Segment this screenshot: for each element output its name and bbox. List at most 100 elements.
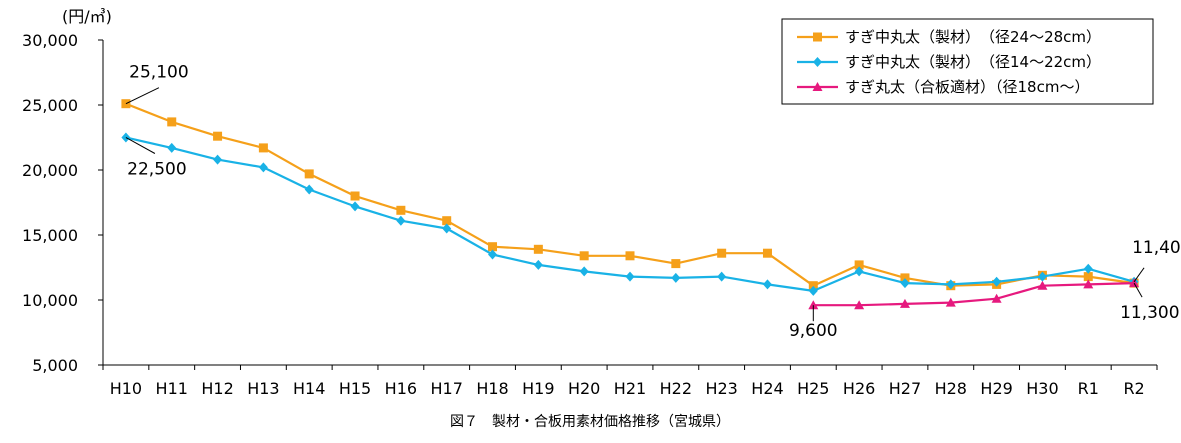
data-point: [1037, 280, 1048, 290]
data-point: [167, 117, 177, 127]
y-tick-label: 10,000: [22, 291, 78, 310]
data-point: [671, 272, 681, 283]
data-point: [808, 300, 819, 310]
data-point: [854, 300, 865, 310]
data-point: [808, 285, 818, 296]
data-point: [900, 278, 910, 289]
data-point: [945, 297, 956, 307]
callout-leader: [1133, 282, 1143, 298]
data-point: [579, 266, 589, 277]
y-axis-unit-label: (円/㎥): [62, 7, 112, 26]
data-point: [258, 143, 268, 153]
data-point: [854, 260, 864, 270]
data-point: [717, 271, 727, 282]
data-point: [488, 242, 498, 252]
x-tick-label: R2: [1123, 379, 1144, 398]
callout-label: 9,600: [789, 321, 838, 341]
data-point: [442, 216, 452, 226]
annotations: 25,100 22,500 9,600 11,400 11,300: [125, 63, 1181, 341]
data-point: [625, 271, 635, 282]
legend-label: すぎ中丸太（製材） （径14～22cm）: [845, 53, 1101, 71]
data-point: [258, 162, 268, 173]
legend-marker: [813, 57, 822, 67]
data-point: [167, 142, 177, 153]
x-tick-label: H12: [201, 379, 233, 398]
x-tick-label: R1: [1078, 379, 1099, 398]
x-tick-label: H21: [614, 379, 646, 398]
data-point: [304, 184, 314, 195]
data-point: [900, 273, 910, 283]
y-tick-label: 5,000: [32, 356, 78, 375]
series-2: [121, 132, 1139, 296]
data-point: [1083, 272, 1093, 282]
x-tick-label: H23: [705, 379, 737, 398]
x-tick-label: H16: [385, 379, 417, 398]
data-point: [625, 251, 635, 261]
x-tick-label: H13: [247, 379, 279, 398]
x-tick-label: H26: [843, 379, 875, 398]
data-point: [442, 223, 452, 234]
x-tick-label: H17: [431, 379, 463, 398]
callout-label: 11,400: [1132, 238, 1181, 258]
callout-leader: [125, 137, 156, 154]
y-tick-label: 20,000: [22, 161, 78, 180]
data-point: [671, 259, 681, 269]
data-point: [808, 281, 818, 291]
data-point: [533, 244, 543, 254]
x-tick-label: H18: [476, 379, 508, 398]
legend-marker: [812, 82, 823, 91]
x-tick-label: H10: [110, 379, 142, 398]
callout-label: 11,300: [1120, 303, 1179, 323]
data-point: [488, 249, 498, 260]
x-tick-label: H25: [797, 379, 829, 398]
data-point: [1037, 271, 1047, 282]
chart-caption: 図７ 製材・合板用素材価格推移（宮城県）: [450, 414, 730, 430]
legend-label: すぎ中丸太（製材） （径24～28cm）: [845, 28, 1101, 46]
data-point: [304, 169, 314, 179]
x-tick-label: H29: [980, 379, 1012, 398]
y-tick-label: 15,000: [22, 226, 78, 245]
x-tick-label: H28: [935, 379, 967, 398]
callout-leader: [125, 87, 160, 105]
data-point: [1083, 263, 1093, 274]
data-point: [1129, 278, 1140, 288]
y-tick-label: 30,000: [22, 31, 78, 50]
data-point: [213, 154, 223, 165]
legend: すぎ中丸太（製材） （径24～28cm） すぎ中丸太（製材） （径14～22cm）…: [781, 18, 1154, 105]
data-point: [213, 131, 223, 141]
x-tick-label: H22: [660, 379, 692, 398]
series-line: [125, 136, 1135, 292]
data-point: [1083, 279, 1094, 289]
x-tick-label: H19: [522, 379, 554, 398]
data-point: [992, 276, 1002, 287]
x-tick-label: H20: [568, 379, 600, 398]
y-tick-label: 25,000: [22, 96, 78, 115]
legend-label: すぎ丸太（合板適材）（径18cm～）: [845, 78, 1089, 96]
callout-label: 25,100: [129, 63, 188, 83]
x-tick-label: H11: [156, 379, 188, 398]
data-point: [899, 298, 910, 308]
series-3: [808, 278, 1140, 310]
x-tick-label: H14: [293, 379, 325, 398]
data-point: [533, 259, 543, 270]
callout-leader: [1133, 267, 1145, 283]
data-point: [396, 205, 406, 215]
callout-label: 22,500: [127, 160, 186, 180]
data-point: [396, 215, 406, 226]
legend-box: [781, 18, 1154, 105]
data-point: [350, 191, 360, 201]
data-point: [350, 201, 360, 212]
data-point: [579, 251, 589, 261]
data-point: [762, 248, 772, 258]
x-tick-label: H30: [1026, 379, 1058, 398]
series-group: [121, 99, 1140, 310]
axes: 5,000 10,000 15,000 20,000 25,000 30,000 H10 H1…: [22, 31, 1158, 398]
data-point: [991, 293, 1002, 303]
legend-marker: [813, 32, 822, 42]
x-tick-label: H24: [751, 379, 783, 398]
data-point: [717, 248, 727, 258]
data-point: [946, 279, 956, 290]
series-line: [813, 282, 1135, 307]
data-point: [854, 266, 864, 277]
